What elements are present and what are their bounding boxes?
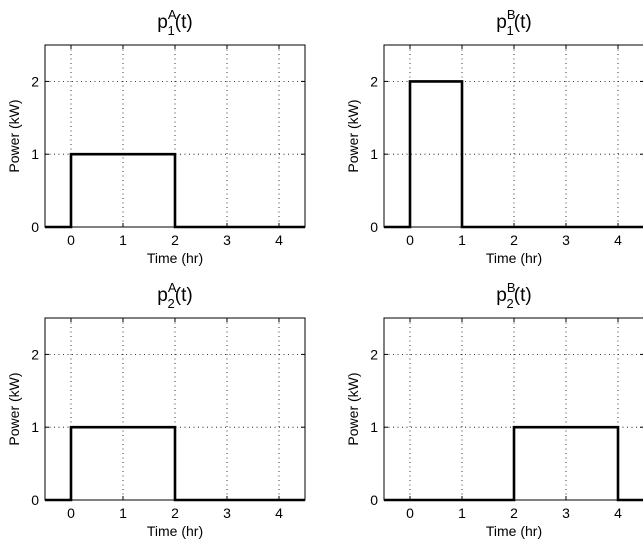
chart-title-base: p xyxy=(157,285,168,306)
series-line xyxy=(384,80,643,229)
y-axis-label: Power (kW) xyxy=(6,372,22,445)
x-tick-label: 2 xyxy=(510,232,518,248)
x-tick-label: 0 xyxy=(67,232,75,248)
chart-title-subscript: 2 xyxy=(168,296,175,311)
chart-title-tail: (t) xyxy=(514,285,532,306)
x-axis-label: Time (hr) xyxy=(147,523,203,539)
chart-title: pA 1(t) xyxy=(157,7,192,38)
x-tick-label: 2 xyxy=(171,505,179,521)
y-tick-label: 2 xyxy=(31,73,39,89)
y-tick-label: 0 xyxy=(31,219,39,235)
y-axis-label: Power (kW) xyxy=(345,372,361,445)
y-tick-label: 1 xyxy=(370,146,378,162)
chart-title-subscript: 2 xyxy=(507,296,514,311)
chart-title-tail: (t) xyxy=(175,285,193,306)
x-tick-label: 1 xyxy=(119,505,127,521)
chart-title-superscript: A xyxy=(168,7,177,22)
x-tick-label: 0 xyxy=(406,232,414,248)
chart-title-superscript: B xyxy=(507,280,516,295)
x-axis-label: Time (hr) xyxy=(147,250,203,266)
x-tick-label: 3 xyxy=(562,232,570,248)
x-tick-label: 1 xyxy=(458,505,466,521)
x-tick-label: 0 xyxy=(67,505,75,521)
y-tick-label: 2 xyxy=(370,346,378,362)
y-tick-label: 1 xyxy=(31,419,39,435)
chart-title-tail: (t) xyxy=(175,12,193,33)
grid xyxy=(384,45,643,228)
y-axis-label: Power (kW) xyxy=(6,99,22,172)
x-tick-label: 4 xyxy=(614,505,622,521)
y-tick-label: 2 xyxy=(370,73,378,89)
x-tick-label: 3 xyxy=(223,505,231,521)
x-tick-label: 4 xyxy=(275,505,283,521)
chart-title-superscript: B xyxy=(507,7,516,22)
x-tick-label: 3 xyxy=(562,505,570,521)
chart-title-base: p xyxy=(157,12,168,33)
chart-title-base: p xyxy=(496,12,507,33)
plot-area-frame xyxy=(383,44,643,228)
y-tick-label: 0 xyxy=(370,219,378,235)
chart-title: pA 2(t) xyxy=(157,280,192,311)
chart-title-subscript: 1 xyxy=(507,23,514,38)
chart-title-subscript: 1 xyxy=(168,23,175,38)
x-axis-label: Time (hr) xyxy=(486,523,542,539)
x-tick-label: 1 xyxy=(119,232,127,248)
x-tick-label: 0 xyxy=(406,505,414,521)
chart-title-superscript: A xyxy=(168,280,177,295)
y-tick-label: 0 xyxy=(31,492,39,508)
chart-title: pB 2(t) xyxy=(496,280,531,311)
x-tick-label: 2 xyxy=(510,505,518,521)
series-line xyxy=(384,425,643,502)
chart-title-base: p xyxy=(496,285,507,306)
x-tick-label: 3 xyxy=(223,232,231,248)
series-line xyxy=(45,425,305,502)
chart-title: pB 1(t) xyxy=(496,7,531,38)
y-tick-label: 1 xyxy=(370,419,378,435)
x-tick-label: 4 xyxy=(614,232,622,248)
chart-title-tail: (t) xyxy=(514,12,532,33)
y-tick-label: 0 xyxy=(370,492,378,508)
x-axis-label: Time (hr) xyxy=(486,250,542,266)
y-tick-label: 1 xyxy=(31,146,39,162)
x-tick-label: 4 xyxy=(275,232,283,248)
y-axis-label: Power (kW) xyxy=(345,99,361,172)
x-tick-label: 2 xyxy=(171,232,179,248)
x-tick-label: 1 xyxy=(458,232,466,248)
series-line xyxy=(45,152,305,229)
y-tick-label: 2 xyxy=(31,346,39,362)
